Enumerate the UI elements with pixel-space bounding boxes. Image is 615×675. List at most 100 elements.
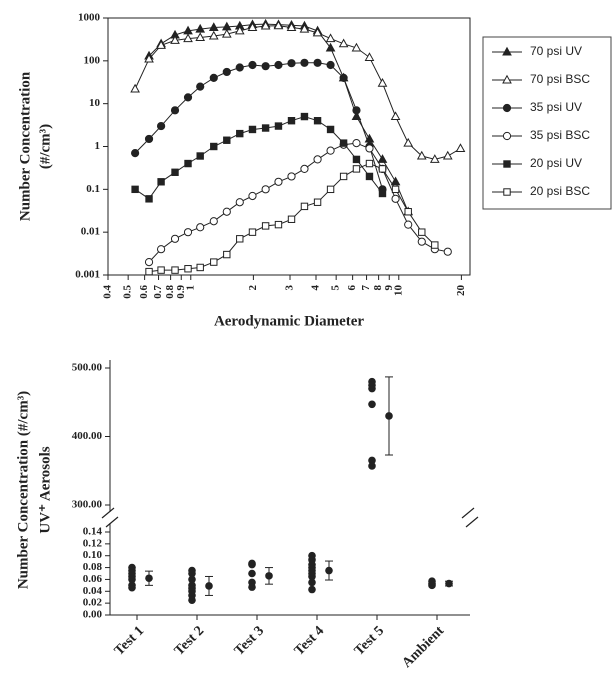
legend-marker: [502, 131, 512, 141]
data-point: [368, 456, 376, 465]
marker: [222, 67, 231, 77]
marker: [261, 222, 270, 230]
marker: [404, 220, 413, 229]
marker: [156, 40, 166, 49]
marker: [442, 150, 453, 160]
x-tick-label: 20: [455, 285, 467, 297]
marker: [183, 228, 193, 237]
x-axis-label: Aerodynamic Diameter: [214, 313, 364, 329]
legend-marker: [502, 103, 512, 113]
legend-label: 35 psi BSC: [530, 128, 590, 142]
marker: [209, 217, 218, 226]
marker: [431, 241, 439, 249]
marker: [184, 159, 192, 168]
marker: [145, 267, 153, 276]
marker: [170, 106, 180, 115]
marker: [223, 250, 231, 259]
x-tick-label: 2: [247, 285, 259, 291]
y-tick-label: 0.02: [83, 597, 103, 609]
marker: [261, 124, 270, 132]
marker: [287, 117, 296, 125]
marker: [248, 125, 257, 134]
y-tick-label: 0.04: [83, 585, 103, 597]
y-tick-label: 400.00: [72, 430, 103, 442]
marker: [338, 38, 349, 48]
legend-marker: [502, 74, 512, 84]
axis-break: [465, 516, 479, 528]
data-point: [248, 560, 256, 569]
marker: [208, 30, 219, 40]
data-point: [308, 572, 316, 581]
marker: [260, 20, 271, 30]
y-tick-label: 0.00: [83, 609, 103, 621]
marker: [170, 35, 180, 44]
marker: [274, 177, 283, 186]
marker: [365, 144, 374, 153]
x-tick-label: 5: [330, 285, 342, 291]
marker: [144, 53, 154, 63]
marker: [183, 33, 193, 43]
data-point: [248, 569, 256, 578]
legend-marker: [503, 160, 511, 168]
marker: [339, 172, 348, 181]
marker: [195, 23, 206, 33]
marker: [144, 134, 154, 144]
marker: [416, 150, 427, 160]
marker: [313, 155, 322, 164]
marker: [209, 73, 218, 82]
marker: [287, 215, 296, 223]
marker: [196, 82, 205, 91]
marker: [352, 165, 361, 173]
data-point: [248, 583, 256, 591]
x-tick-label: 4: [310, 285, 322, 291]
marker: [236, 129, 244, 138]
legend-label: 70 psi UV: [530, 44, 582, 58]
y-tick-label: 10: [89, 97, 101, 109]
y-tick-label: 0.08: [83, 561, 103, 573]
y-tick-label: 300.00: [72, 499, 103, 511]
marker: [221, 28, 232, 38]
marker: [145, 195, 153, 203]
marker: [300, 202, 309, 211]
series-line: [134, 25, 461, 160]
y-tick-label: 500.00: [72, 362, 103, 374]
data-point: [368, 462, 376, 470]
x-tick-label: 6: [346, 285, 358, 291]
marker: [365, 159, 374, 168]
y-tick-label: 0.14: [83, 526, 103, 538]
marker: [274, 220, 283, 229]
mean-point: [205, 582, 213, 590]
x-tick-label: Test 1: [112, 623, 147, 658]
marker: [299, 23, 310, 33]
marker: [247, 22, 258, 32]
marker: [313, 58, 322, 67]
marker: [261, 185, 270, 194]
marker: [390, 176, 401, 186]
marker: [261, 62, 270, 71]
mean-point: [265, 572, 273, 580]
data-point: [128, 575, 136, 584]
marker: [364, 52, 375, 61]
marker: [223, 136, 231, 144]
legend: 70 psi UV 70 psi BSC 35 psi UV 35 psi BSC 20…: [482, 36, 612, 210]
legend-label: 70 psi BSC: [530, 72, 590, 86]
x-tick-label: 3: [284, 285, 296, 291]
marker: [131, 149, 140, 158]
marker: [248, 60, 257, 70]
data-point: [188, 569, 196, 578]
marker: [287, 59, 296, 68]
y-tick-label: 0.06: [83, 573, 103, 585]
marker: [300, 58, 309, 67]
marker: [236, 235, 244, 243]
axis-break: [461, 507, 475, 519]
marker: [326, 60, 335, 70]
x-tick-label: Ambient: [400, 623, 448, 671]
marker: [234, 25, 245, 35]
marker: [286, 22, 297, 32]
x-tick-label: Test 4: [292, 623, 327, 658]
marker: [235, 198, 244, 207]
marker: [429, 154, 440, 163]
y-tick-label: 0.01: [81, 226, 100, 238]
marker: [196, 152, 204, 160]
marker: [144, 258, 154, 267]
